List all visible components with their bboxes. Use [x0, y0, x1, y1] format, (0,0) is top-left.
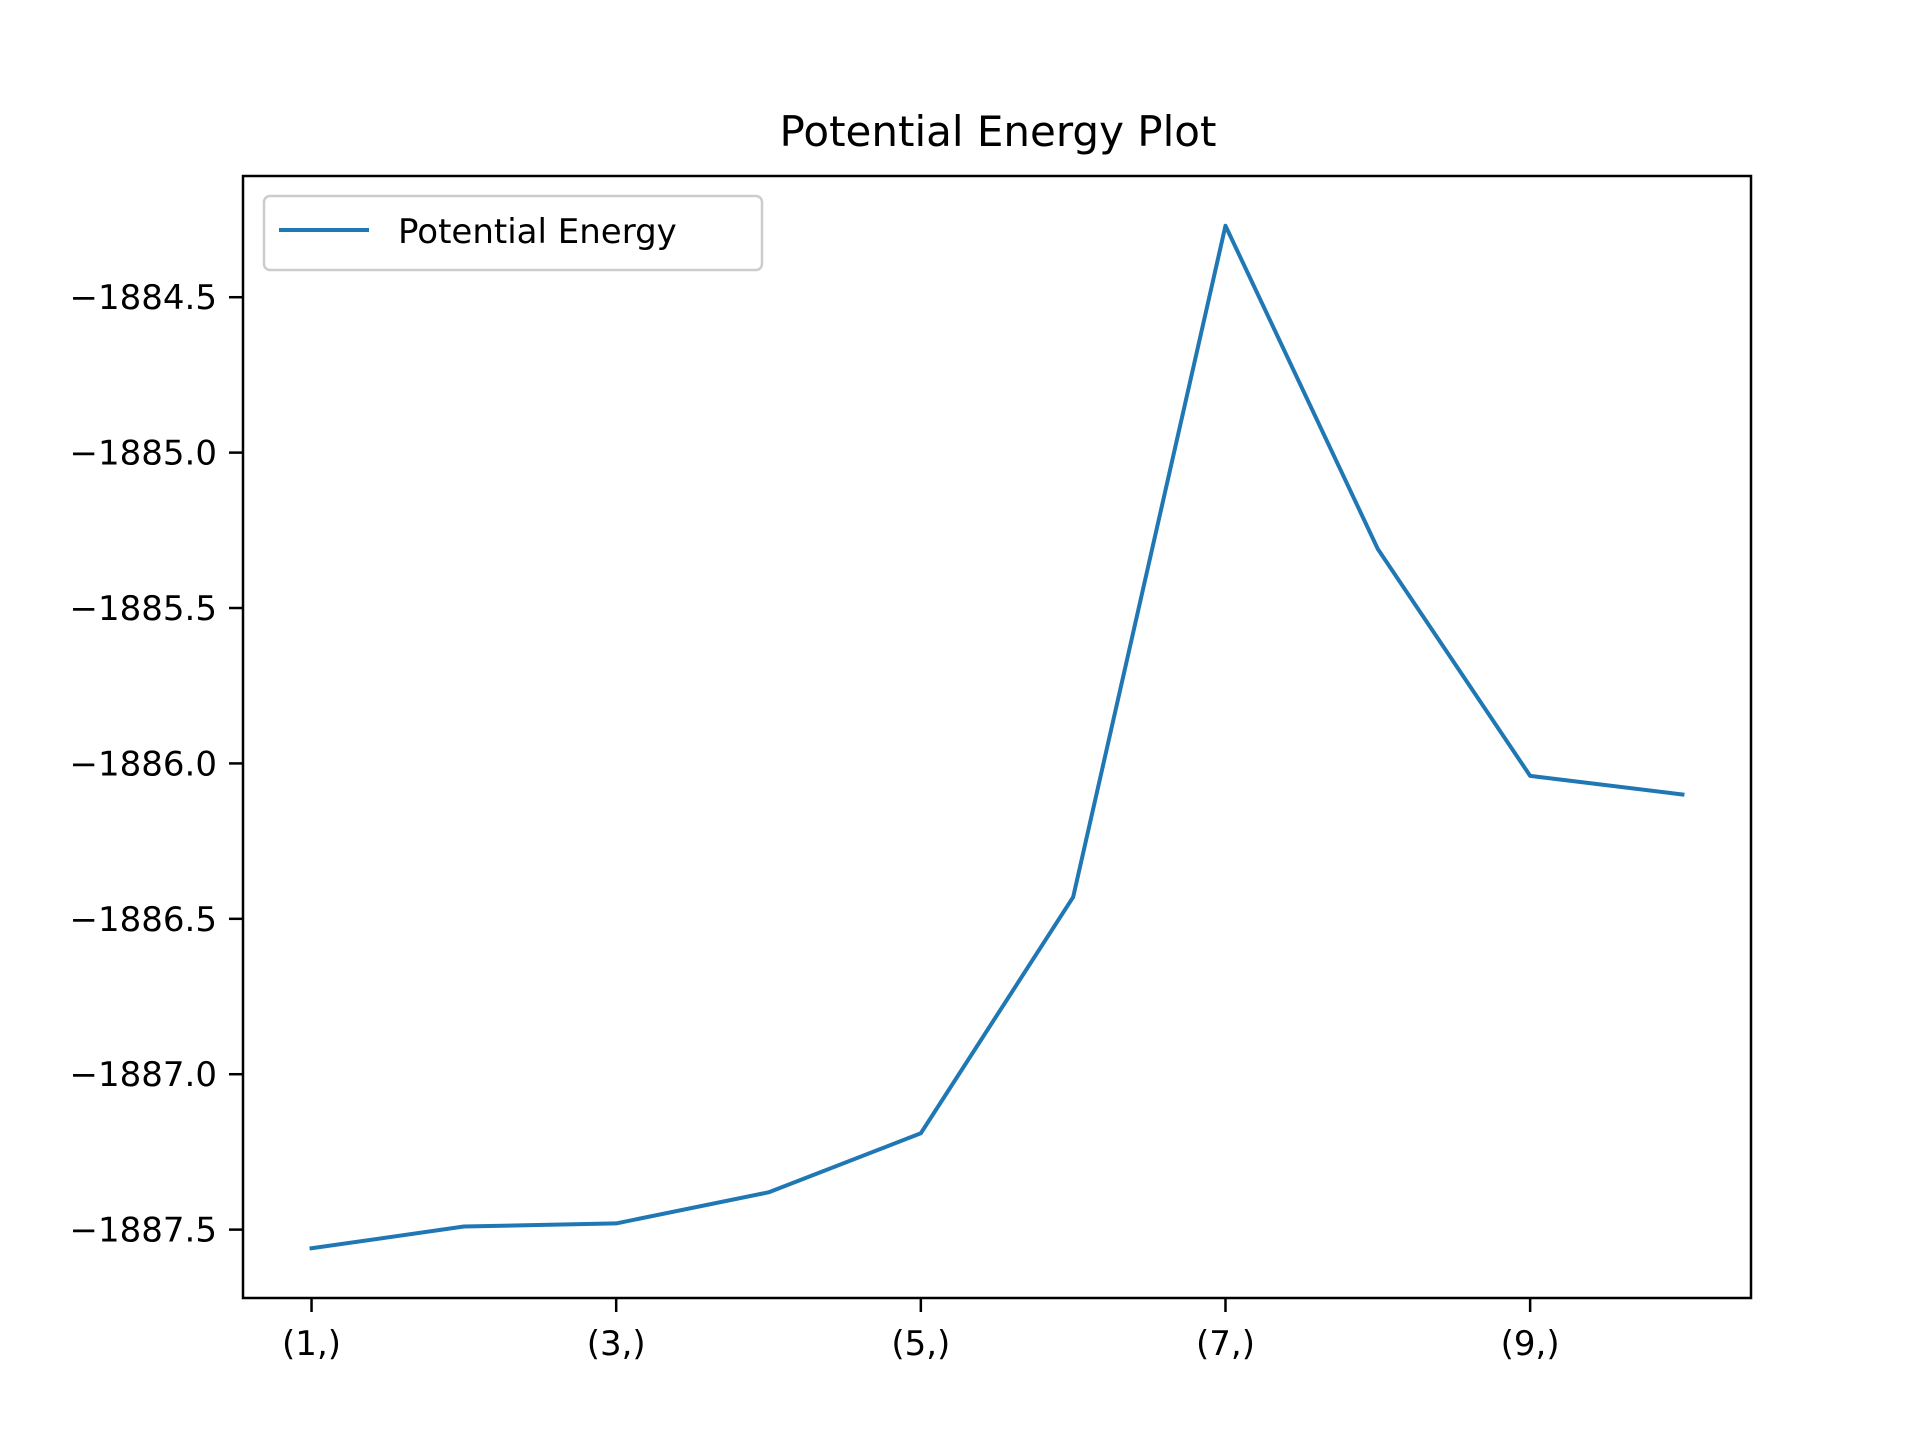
y-tick-label: −1887.0 [70, 1055, 217, 1095]
x-tick-label: (1,) [282, 1324, 341, 1364]
legend-label: Potential Energy [398, 212, 677, 252]
y-tick-label: −1885.0 [70, 434, 217, 474]
plot-area-frame [243, 176, 1751, 1298]
x-tick-label: (9,) [1501, 1324, 1560, 1364]
y-tick-label: −1886.0 [70, 744, 217, 784]
x-tick-label: (7,) [1196, 1324, 1255, 1364]
y-tick-label: −1887.5 [70, 1211, 217, 1251]
x-axis-ticks: (1,) (3,) (5,) (7,) (9,) [282, 1298, 1560, 1364]
x-tick-label: (5,) [891, 1324, 950, 1364]
x-tick-label: (3,) [587, 1324, 646, 1364]
series-layer [312, 226, 1683, 1249]
y-tick-label: −1884.5 [70, 278, 217, 318]
legend: Potential Energy [264, 196, 762, 270]
y-tick-label: −1885.5 [70, 589, 217, 629]
y-tick-label: −1886.5 [70, 900, 217, 940]
y-axis-ticks: −1884.5 −1885.0 −1885.5 −1886.0 −1886.5 −1887… [70, 278, 243, 1250]
chart-title: Potential Energy Plot [780, 107, 1217, 156]
series-line-potential-energy [312, 226, 1683, 1249]
